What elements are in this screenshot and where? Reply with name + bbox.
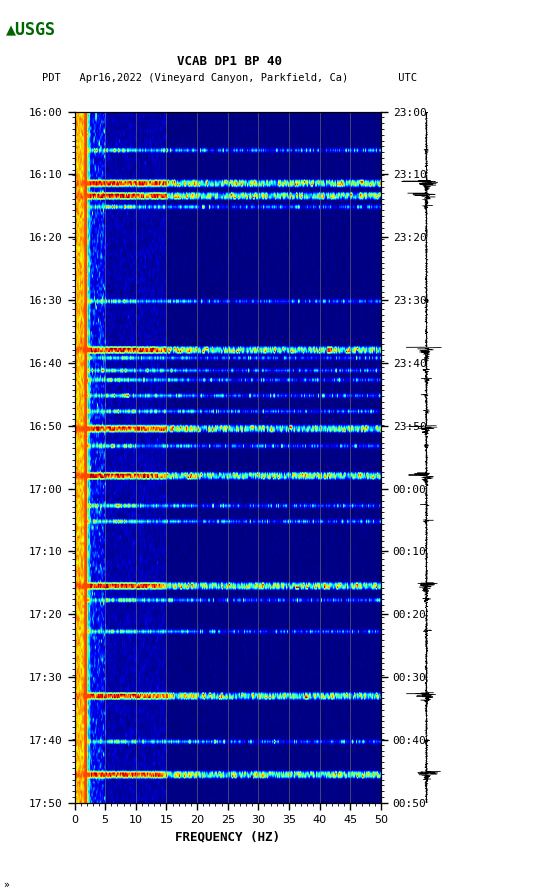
- Text: VCAB DP1 BP 40: VCAB DP1 BP 40: [177, 55, 282, 69]
- Text: »: »: [3, 880, 9, 889]
- X-axis label: FREQUENCY (HZ): FREQUENCY (HZ): [175, 830, 280, 843]
- Text: PDT   Apr16,2022 (Vineyard Canyon, Parkfield, Ca)        UTC: PDT Apr16,2022 (Vineyard Canyon, Parkfie…: [41, 73, 417, 83]
- Text: ▲USGS: ▲USGS: [6, 21, 56, 38]
